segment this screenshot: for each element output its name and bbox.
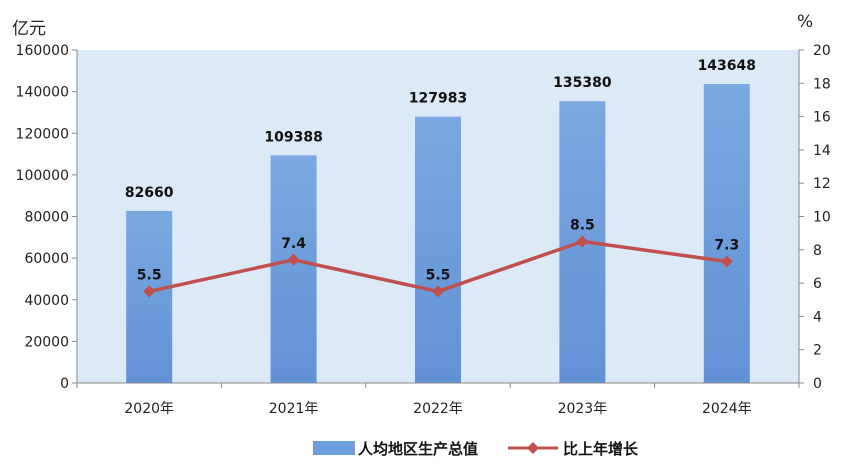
right-tick-label: 14 (813, 143, 831, 159)
legend-label-line: 比上年增长 (563, 440, 639, 458)
left-tick-label: 120000 (16, 126, 69, 142)
growth-value-label: 5.5 (426, 267, 451, 283)
right-tick-label: 18 (813, 76, 831, 92)
growth-marker (576, 235, 589, 248)
growth-marker (287, 253, 300, 266)
growth-value-label: 7.3 (714, 237, 739, 253)
left-tick-label: 20000 (24, 334, 69, 350)
x-tick-label: 2021年 (269, 401, 319, 417)
left-tick-label: 160000 (16, 43, 69, 59)
x-tick-label: 2024年 (702, 401, 752, 417)
legend-marker-line (527, 442, 539, 454)
legend-label-bar: 人均地区生产总值 (358, 440, 478, 458)
right-tick-label: 6 (813, 276, 822, 292)
growth-marker (720, 255, 733, 268)
left-axis-unit: 亿元 (12, 19, 46, 39)
legend: 人均地区生产总值 比上年增长 (313, 440, 639, 458)
right-tick-label: 16 (813, 110, 831, 126)
x-tick-label: 2023年 (558, 401, 608, 417)
right-tick-label: 4 (813, 309, 822, 325)
left-tick-label: 40000 (24, 293, 69, 309)
bar-value-label: 135380 (553, 75, 612, 91)
left-tick-label: 60000 (24, 251, 69, 267)
right-tick-label: 0 (813, 376, 822, 392)
left-tick-label: 100000 (16, 168, 69, 184)
right-tick-label: 12 (813, 176, 831, 192)
right-tick-label: 10 (813, 210, 831, 226)
bar-value-label: 127983 (409, 91, 467, 107)
growth-value-label: 7.4 (281, 236, 306, 252)
x-tick-label: 2020年 (124, 401, 174, 417)
right-axis-unit: % (797, 12, 813, 32)
bar-3 (415, 116, 461, 384)
growth-value-label: 8.5 (570, 217, 595, 233)
bar-value-label: 143648 (698, 58, 756, 74)
growth-marker (143, 285, 156, 298)
x-tick-label: 2022年 (413, 401, 463, 417)
left-tick-label: 80000 (24, 210, 69, 226)
left-tick-label: 140000 (16, 85, 69, 101)
bar-value-label: 109388 (264, 129, 322, 145)
right-tick-label: 20 (813, 43, 831, 59)
bar-5 (703, 84, 750, 384)
line-series-growth: 5.5 7.4 5.5 8.5 7.3 (137, 217, 739, 298)
axes: 0 20000 40000 60000 80000 100000 120000 140000 1… (16, 43, 831, 417)
right-tick-label: 2 (813, 343, 822, 359)
right-tick-label: 8 (813, 243, 822, 259)
left-tick-label: 0 (60, 376, 69, 392)
bar-series-gdp-per-capita: 82660 109388 127983 135380 143648 (125, 58, 756, 384)
growth-marker (432, 285, 444, 298)
bar-2 (270, 155, 317, 383)
growth-value-label: 5.5 (137, 267, 162, 283)
bar-value-label: 82660 (125, 185, 174, 201)
legend-swatch-bar (313, 441, 355, 455)
